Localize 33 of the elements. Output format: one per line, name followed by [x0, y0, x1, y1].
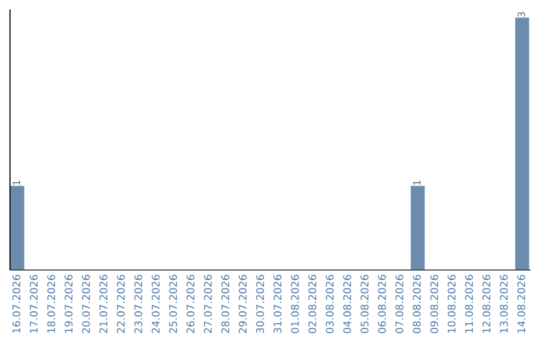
data-label: 1 [413, 180, 420, 185]
x-tick-label: 03.08.2026 [326, 274, 334, 334]
x-tick-label: 28.07.2026 [221, 274, 230, 334]
data-label: 3 [518, 12, 525, 17]
x-tick-label: 12.08.2026 [482, 274, 490, 333]
x-tick-label: 01.08.2026 [290, 274, 299, 334]
x-tick-label: 08.08.2026 [412, 274, 421, 334]
x-tick-label: 02.08.2026 [308, 274, 316, 334]
x-tick-label: 24.07.2026 [152, 274, 160, 334]
x-tick-label: 17.07.2026 [30, 274, 38, 333]
x-tick-label: 04.08.2026 [343, 274, 352, 334]
x-tick-label: 14.08.2026 [517, 274, 526, 333]
x-tick-label: 25.07.2026 [169, 274, 178, 334]
x-tick-label: 20.07.2026 [82, 274, 90, 334]
x-tick-label: 06.08.2026 [378, 274, 386, 334]
x-tick-label: 30.07.2026 [256, 274, 264, 334]
x-tick-label: 26.07.2026 [186, 274, 194, 334]
x-tick-label: 09.08.2026 [430, 274, 438, 334]
x-tick-label: 27.07.2026 [204, 274, 212, 334]
data-label: 1 [12, 180, 20, 185]
x-tick-label: 16.07.2026 [12, 274, 20, 333]
x-tick-label: 18.07.2026 [47, 274, 56, 333]
x-tick-label: 23.07.2026 [134, 274, 142, 334]
x-tick-label: 05.08.2026 [360, 274, 369, 334]
x-tick-label: 19.07.2026 [64, 274, 73, 333]
x-tick-label: 07.08.2026 [395, 274, 404, 334]
x-tick-label: 10.08.2026 [448, 274, 456, 333]
x-tick-label: 22.07.2026 [116, 274, 125, 334]
x-tick-label: 29.07.2026 [238, 274, 247, 334]
x-tick-label: 21.07.2026 [100, 274, 108, 334]
x-tick-label: 11.08.2026 [465, 274, 473, 333]
x-tick-label: 13.08.2026 [500, 274, 508, 333]
x-tick-label: 31.07.2026 [274, 274, 282, 334]
